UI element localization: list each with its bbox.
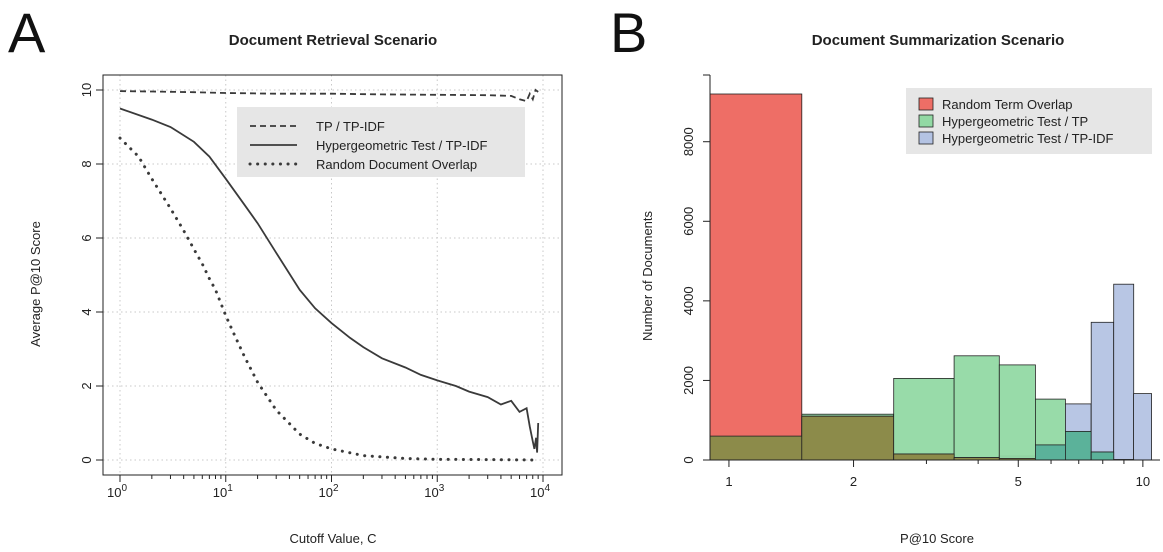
panel-a-x-tick-exponent: 2 <box>333 483 339 494</box>
panel-b-legend-box <box>906 88 1152 154</box>
panel-b-legend-swatch-1 <box>918 114 934 128</box>
panel-b-y-tick-label: 8000 <box>681 127 696 156</box>
series-line-0 <box>119 88 539 103</box>
panel-b-legend-swatch-2 <box>918 131 934 145</box>
panel-b-title: Document Summarization Scenario <box>812 32 1065 49</box>
panel-a-legend-label-1: Hypergeometric Test / TP-IDF <box>316 138 488 153</box>
panel-a-legend-label-2: Random Document Overlap <box>316 157 477 172</box>
panel-b-x-tick-label: 10 <box>1136 474 1150 489</box>
bar <box>709 93 803 461</box>
panel-b-y-tick-label: 6000 <box>681 207 696 236</box>
panel-a-x-tick-label: 103 <box>424 483 444 500</box>
panel-a-x-tick-exponent: 0 <box>121 483 127 494</box>
panel-a-x-tick-label: 101 <box>213 483 233 500</box>
bar <box>1113 283 1135 461</box>
panel-a-x-tick-label: 104 <box>530 483 550 500</box>
panel-a-y-tick-label: 8 <box>79 160 94 167</box>
panel-a-x-tick-base: 10 <box>107 485 121 500</box>
panel-b-legend: Random Term Overlap Hypergeometric Test /… <box>906 88 1152 154</box>
panel-b-y-tick-label: 4000 <box>681 286 696 315</box>
overlap-bar <box>801 415 894 461</box>
panel-b: B Document Summarization Scenario P@10 S… <box>610 1 1160 546</box>
panel-a-y-tick-label: 2 <box>79 382 94 389</box>
panel-a-legend: TP / TP-IDF Hypergeometric Test / TP-IDF R… <box>237 107 525 177</box>
panel-a-series <box>118 88 540 462</box>
panel-b-axes: 1 2 5 10 0 2000 4000 6000 8000 <box>681 74 1160 489</box>
panel-a-x-tick-exponent: 3 <box>439 483 445 494</box>
panel-a-x-tick-exponent: 1 <box>227 483 233 494</box>
panel-b-x-axis-label: P@10 Score <box>900 531 974 546</box>
panel-a-x-tick-label: 100 <box>107 483 127 500</box>
overlap-bar <box>1035 444 1066 461</box>
panel-a-y-tick-label: 4 <box>79 308 94 315</box>
panel-a-x-tick-base: 10 <box>530 485 544 500</box>
overlap-bar <box>709 435 803 461</box>
panel-a-x-tick-base: 10 <box>424 485 438 500</box>
panel-b-y-tick-label: 2000 <box>681 366 696 395</box>
bar <box>953 355 1000 461</box>
overlap-bar <box>1090 451 1115 461</box>
panel-b-y-tick-label: 0 <box>681 456 696 463</box>
panel-b-legend-swatch-0 <box>918 97 934 111</box>
panel-b-x-tick-label: 5 <box>1015 474 1022 489</box>
panel-b-y-axis-label: Number of Documents <box>640 210 655 341</box>
panel-b-legend-label-0: Random Term Overlap <box>942 97 1073 112</box>
panel-a-title: Document Retrieval Scenario <box>229 32 437 49</box>
panel-b-x-tick-label: 2 <box>850 474 857 489</box>
panel-a-y-tick-label: 0 <box>79 456 94 463</box>
bar <box>998 364 1036 461</box>
bar <box>893 377 955 461</box>
panel-a-x-axis-label: Cutoff Value, C <box>290 531 377 546</box>
panel-a-y-tick-label: 6 <box>79 234 94 241</box>
panel-a-letter: A <box>8 1 46 64</box>
panel-b-letter: B <box>610 1 647 64</box>
series-line-1 <box>119 107 540 453</box>
bar <box>1090 321 1115 461</box>
panel-a-plot-frame <box>102 74 563 476</box>
panel-b-bars <box>709 93 1152 461</box>
panel-a: A Document Retrieval Scenario Cutoff Val… <box>8 1 563 546</box>
panel-a-y-axis-label: Average P@10 Score <box>28 221 43 347</box>
panel-a-x-tick-label: 102 <box>318 483 338 500</box>
panel-a-legend-label-0: TP / TP-IDF <box>316 119 385 134</box>
panel-a-x-tick-exponent: 4 <box>544 483 550 494</box>
overlap-bar <box>893 453 955 461</box>
panel-a-legend-box <box>237 107 525 177</box>
panel-b-legend-label-2: Hypergeometric Test / TP-IDF <box>942 131 1114 146</box>
panel-a-x-tick-base: 10 <box>318 485 332 500</box>
panel-b-x-tick-label: 1 <box>725 474 732 489</box>
series-line-2 <box>118 136 540 462</box>
panel-a-x-tick-base: 10 <box>213 485 227 500</box>
bar <box>1133 393 1152 461</box>
panel-a-y-tick-label: 10 <box>79 83 94 97</box>
overlap-bar <box>1065 430 1092 461</box>
panel-b-legend-label-1: Hypergeometric Test / TP <box>942 114 1088 129</box>
